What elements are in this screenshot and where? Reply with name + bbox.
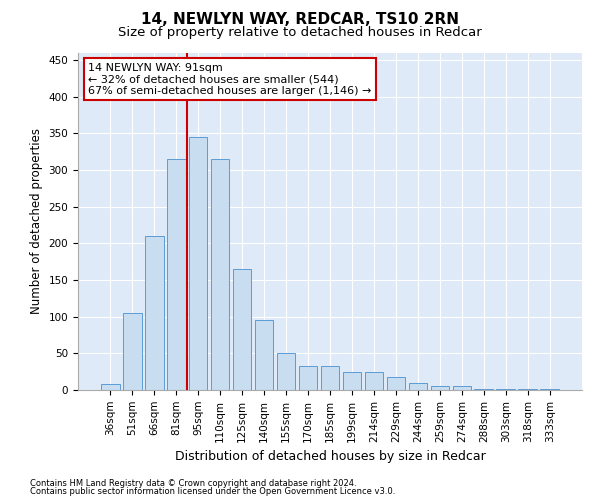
Bar: [211, 159, 229, 390]
Bar: [277, 354, 295, 390]
Bar: [320, 366, 340, 390]
Bar: [167, 159, 185, 390]
Bar: [299, 366, 317, 390]
Bar: [452, 386, 471, 390]
Bar: [233, 269, 251, 390]
Text: Contains public sector information licensed under the Open Government Licence v3: Contains public sector information licen…: [30, 487, 395, 496]
Text: 14, NEWLYN WAY, REDCAR, TS10 2RN: 14, NEWLYN WAY, REDCAR, TS10 2RN: [141, 12, 459, 28]
Bar: [409, 382, 427, 390]
X-axis label: Distribution of detached houses by size in Redcar: Distribution of detached houses by size …: [175, 450, 485, 463]
Bar: [343, 372, 361, 390]
Bar: [145, 236, 164, 390]
Bar: [386, 377, 405, 390]
Bar: [496, 388, 515, 390]
Bar: [365, 372, 383, 390]
Text: Contains HM Land Registry data © Crown copyright and database right 2024.: Contains HM Land Registry data © Crown c…: [30, 478, 356, 488]
Text: 14 NEWLYN WAY: 91sqm
← 32% of detached houses are smaller (544)
67% of semi-deta: 14 NEWLYN WAY: 91sqm ← 32% of detached h…: [88, 62, 371, 96]
Bar: [255, 320, 274, 390]
Bar: [189, 137, 208, 390]
Y-axis label: Number of detached properties: Number of detached properties: [30, 128, 43, 314]
Bar: [475, 388, 493, 390]
Bar: [518, 388, 537, 390]
Text: Size of property relative to detached houses in Redcar: Size of property relative to detached ho…: [118, 26, 482, 39]
Bar: [101, 384, 119, 390]
Bar: [431, 386, 449, 390]
Bar: [541, 388, 559, 390]
Bar: [123, 313, 142, 390]
